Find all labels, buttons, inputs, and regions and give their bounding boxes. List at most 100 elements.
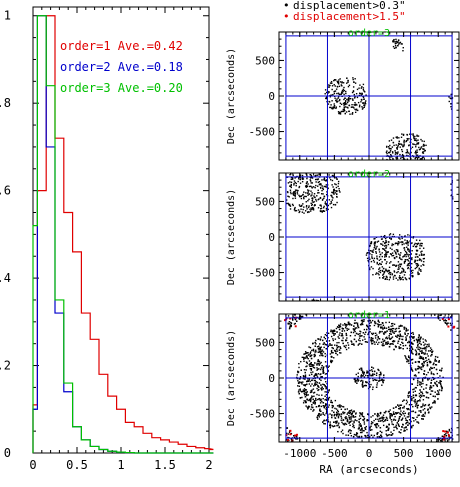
data-point xyxy=(433,366,435,369)
data-point xyxy=(351,343,353,345)
data-point xyxy=(345,344,347,347)
data-point xyxy=(394,252,397,254)
data-point xyxy=(350,409,353,411)
data-point xyxy=(339,347,342,350)
data-point xyxy=(318,364,320,366)
data-point xyxy=(314,299,316,301)
data-point xyxy=(405,330,407,332)
data-point xyxy=(370,416,372,418)
data-point xyxy=(310,207,312,209)
data-point xyxy=(404,332,406,334)
data-point xyxy=(415,151,418,154)
data-point xyxy=(418,346,420,348)
data-point xyxy=(421,140,423,142)
data-point xyxy=(424,411,426,414)
data-point xyxy=(338,85,341,88)
data-point xyxy=(316,299,318,301)
data-point xyxy=(323,406,326,409)
data-point xyxy=(319,197,322,199)
data-point xyxy=(318,349,320,351)
y-tick-label: 0.2 xyxy=(0,359,11,373)
data-point xyxy=(348,429,350,432)
data-point xyxy=(298,318,301,320)
data-point xyxy=(382,342,384,344)
data-point xyxy=(376,433,378,436)
data-point xyxy=(312,209,315,211)
data-point xyxy=(418,381,421,383)
data-point xyxy=(407,408,410,410)
data-point xyxy=(376,426,378,429)
data-point xyxy=(352,78,354,81)
data-point xyxy=(373,261,376,263)
data-point xyxy=(396,136,398,138)
data-point xyxy=(298,366,300,369)
data-point xyxy=(385,321,387,324)
data-point xyxy=(371,342,374,345)
data-point xyxy=(355,332,358,335)
data-point xyxy=(375,272,378,274)
data-point xyxy=(334,183,336,185)
data-point xyxy=(425,396,428,399)
data-point xyxy=(299,178,302,181)
data-point xyxy=(427,404,430,407)
data-point xyxy=(322,369,325,372)
data-point xyxy=(310,355,312,357)
data-point xyxy=(356,435,358,437)
data-point xyxy=(438,382,440,384)
data-point xyxy=(362,107,364,109)
data-point xyxy=(399,146,401,148)
data-point xyxy=(329,421,331,423)
data-point xyxy=(381,269,383,272)
data-point xyxy=(294,195,296,197)
data-point xyxy=(355,108,358,110)
data-point xyxy=(319,208,322,210)
data-point xyxy=(412,245,414,248)
data-point xyxy=(344,101,347,103)
data-point xyxy=(352,81,355,83)
data-point xyxy=(425,340,427,342)
data-point xyxy=(317,338,320,340)
data-point xyxy=(319,368,322,371)
data-point xyxy=(313,193,316,195)
data-point xyxy=(447,322,449,324)
data-point xyxy=(336,331,338,333)
data-point xyxy=(395,38,397,41)
data-point xyxy=(289,185,291,187)
data-point xyxy=(436,372,439,375)
data-point xyxy=(396,412,398,414)
data-point xyxy=(390,153,392,156)
data-point xyxy=(339,98,341,101)
data-point xyxy=(351,412,354,415)
data-point xyxy=(381,384,383,386)
data-point xyxy=(380,379,383,381)
data-point xyxy=(414,267,416,270)
data-point xyxy=(324,373,327,375)
data-point xyxy=(440,383,442,385)
data-point xyxy=(303,388,306,390)
data-point xyxy=(307,194,309,196)
data-point xyxy=(320,361,322,364)
data-point xyxy=(361,322,363,324)
data-point xyxy=(408,137,410,140)
data-point xyxy=(363,421,366,423)
data-point xyxy=(324,405,326,407)
data-point xyxy=(379,271,382,274)
data-point xyxy=(339,406,342,408)
data-point xyxy=(407,260,410,262)
data-point xyxy=(407,424,409,426)
data-point xyxy=(417,272,419,274)
data-point xyxy=(407,139,409,141)
data-point xyxy=(325,344,328,346)
data-point xyxy=(311,365,314,367)
data-point xyxy=(369,428,371,430)
data-point xyxy=(397,423,400,425)
data-point xyxy=(407,259,409,261)
data-point xyxy=(349,323,351,325)
data-point xyxy=(327,208,329,211)
data-point xyxy=(364,384,367,387)
data-point xyxy=(388,272,390,275)
data-point xyxy=(382,414,385,416)
data-point xyxy=(361,431,363,434)
data-point xyxy=(366,372,368,374)
data-point xyxy=(423,372,425,375)
